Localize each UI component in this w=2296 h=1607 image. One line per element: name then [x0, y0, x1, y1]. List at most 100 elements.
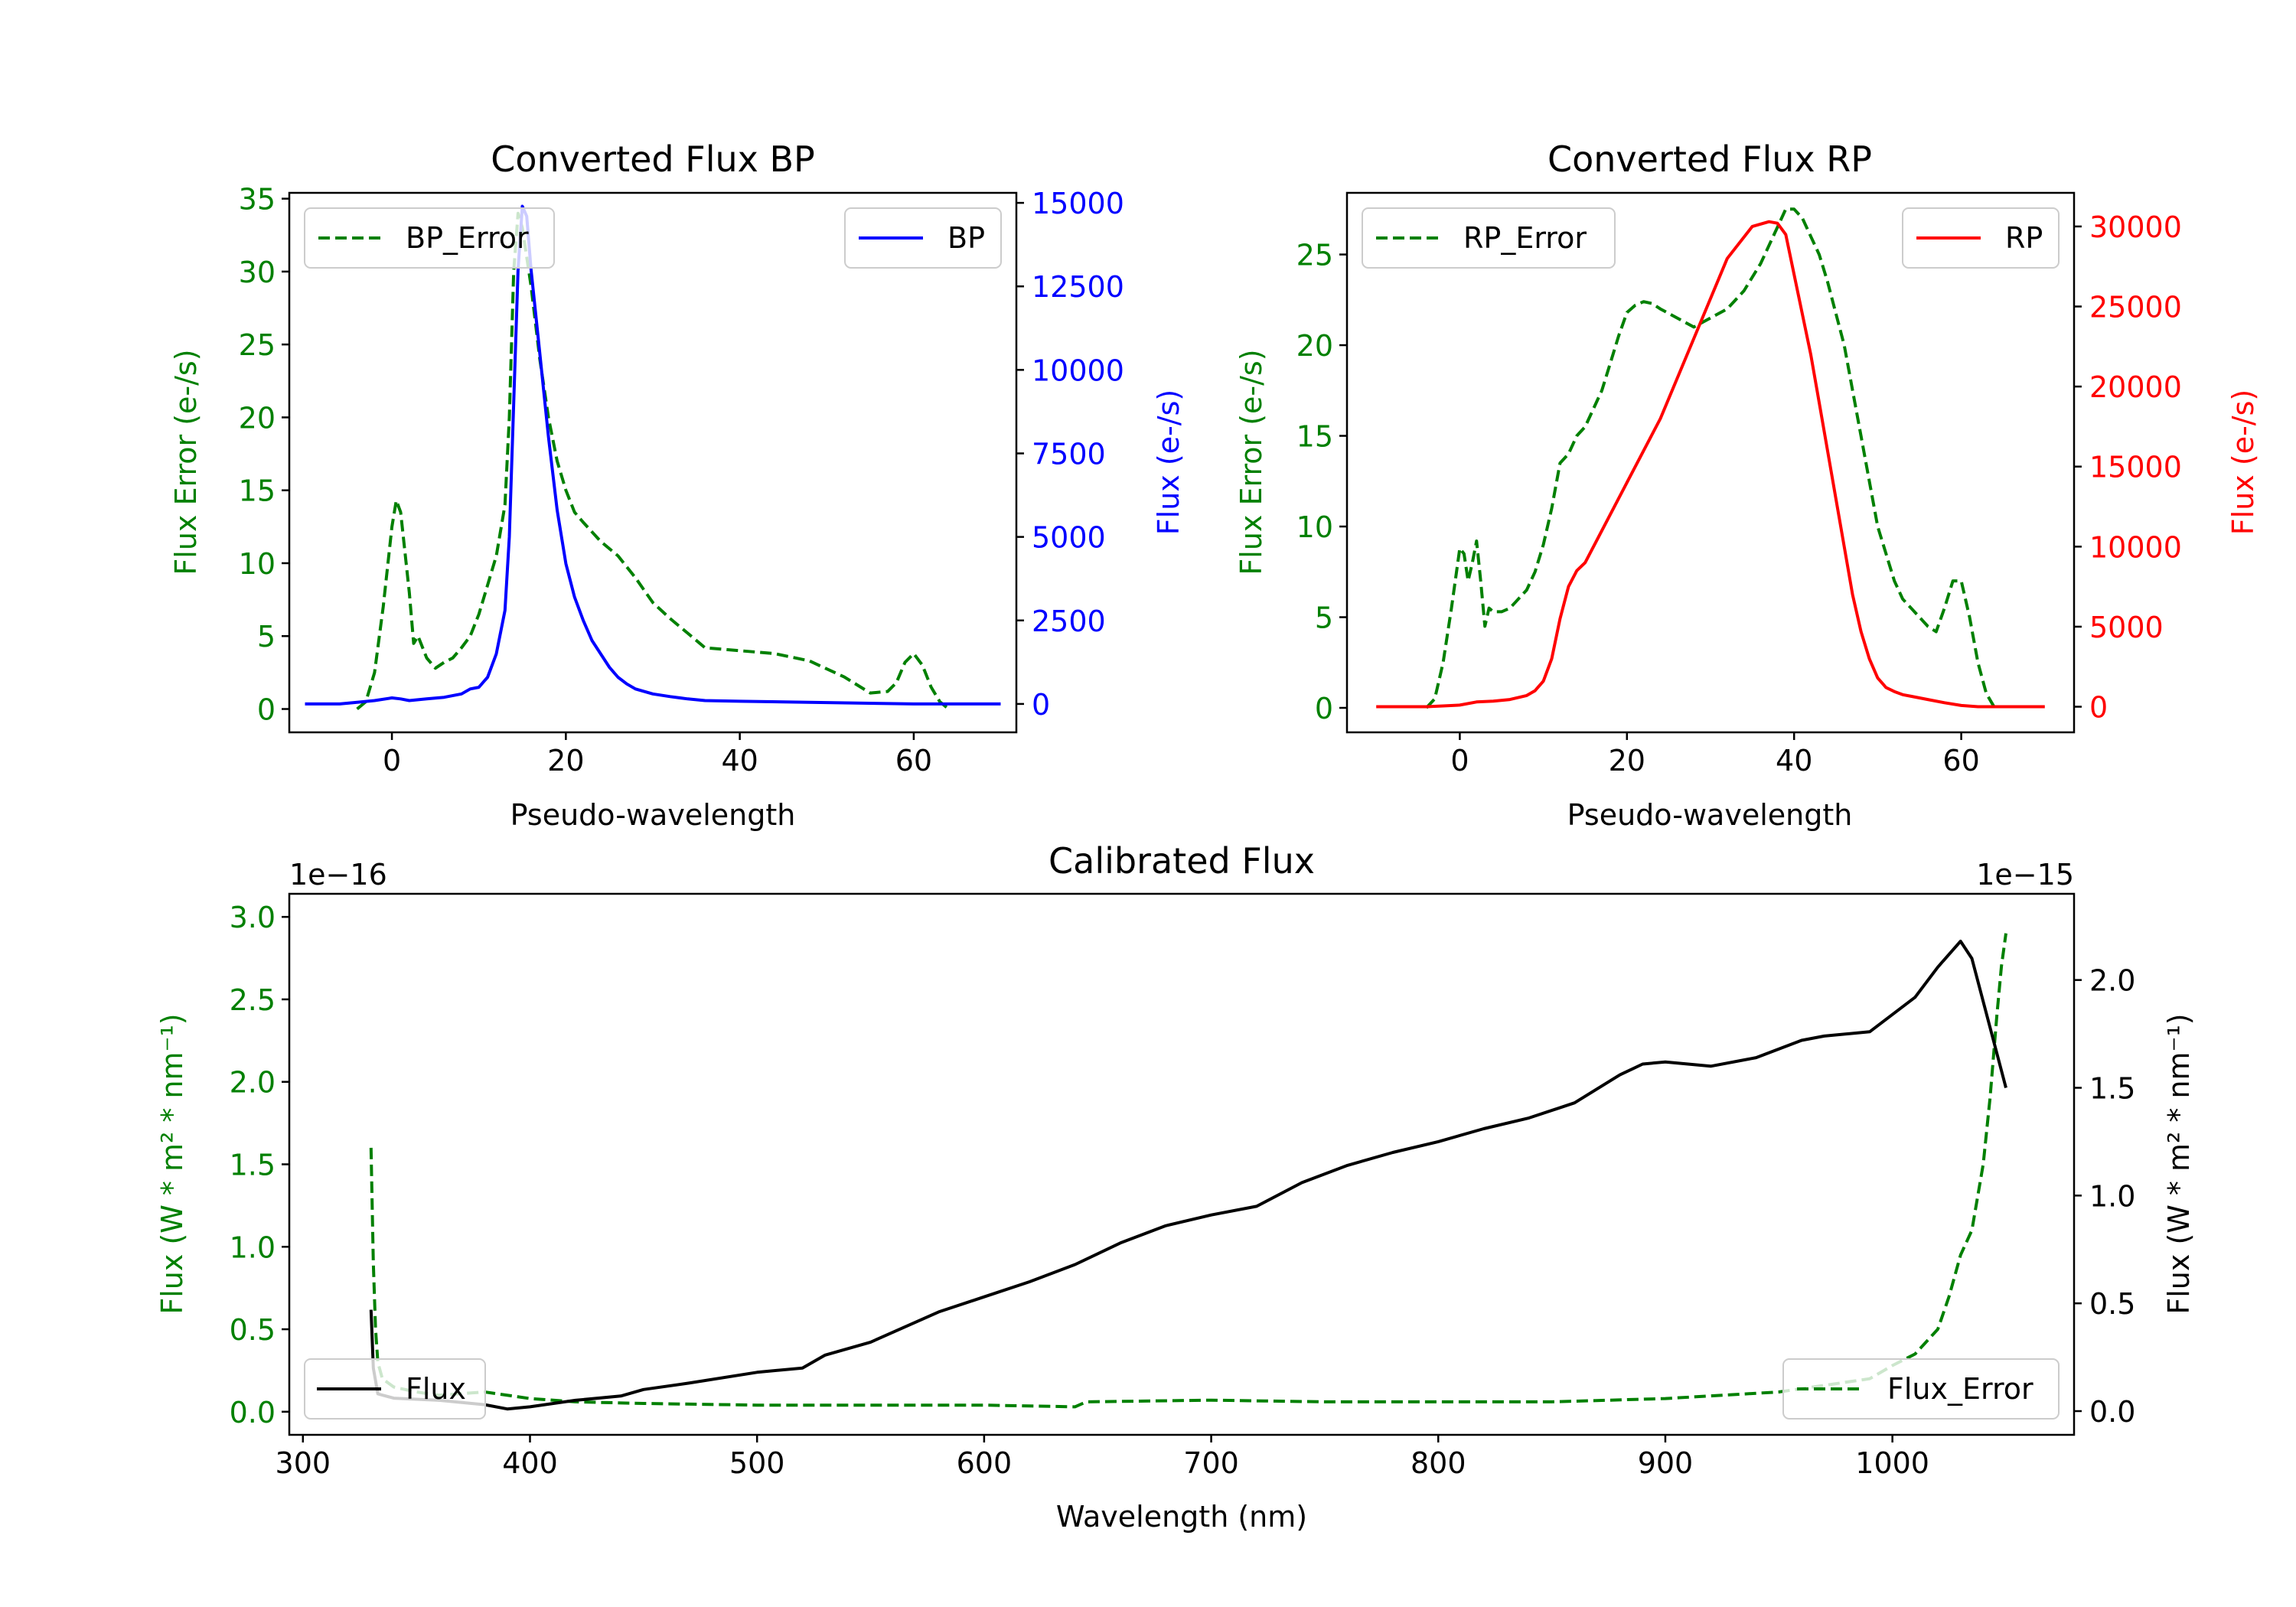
bp-axes-frame	[288, 191, 1018, 734]
bp-series-bp-error-point	[413, 643, 415, 644]
rp-series-rp-error-point	[1810, 236, 1812, 237]
cal-series-flux-error-point	[1665, 1398, 1666, 1400]
cal-series-flux-error-point	[2005, 933, 2007, 934]
bp-series-bp-error-point	[670, 618, 671, 619]
rp-series-rp-error-point	[1902, 598, 1903, 600]
cal-series-flux-error-point	[1989, 1097, 1991, 1099]
rp-series-rp-error-point	[1609, 363, 1611, 364]
bp-series-bp-error-point	[739, 650, 741, 651]
bp-series-bp-point	[504, 610, 506, 611]
rp-series-rp-error-point	[1492, 611, 1494, 612]
cal-right-tick-label: 1.0	[2089, 1179, 2135, 1213]
rp-title: Converted Flux RP	[1548, 139, 1872, 180]
rp-series-rp-error-point	[1727, 308, 1728, 310]
cal-series-flux-point	[530, 1406, 531, 1407]
bp-series-bp-error-point	[469, 635, 471, 637]
bp-right-tick-label: 10000	[1032, 354, 1124, 387]
rp-series-rp-point	[1459, 704, 1460, 706]
rp-series-rp-error-point	[1919, 617, 1920, 618]
bp-series-bp-point	[634, 688, 636, 689]
cal-series-flux-error-point	[1778, 1391, 1779, 1393]
cal-series-flux-point	[1982, 1001, 1984, 1002]
cal-series-flux-point	[1075, 1264, 1076, 1266]
rp-series-rp-point	[1835, 498, 1837, 500]
cal-series-flux-error-point	[375, 1328, 377, 1330]
rp-legend-left: RP_Error	[1362, 207, 1616, 269]
bp-series-bp-point	[600, 653, 602, 654]
bp-right-tick-label: 7500	[1032, 437, 1106, 471]
rp-series-rp-error-point	[1559, 462, 1561, 464]
rp-series-rp-point	[1559, 618, 1561, 620]
rp-series-rp-error-point	[1467, 580, 1469, 582]
cal-series-flux-point	[1347, 1165, 1349, 1166]
cal-series-flux-error-point	[1437, 1401, 1439, 1403]
bp-x-label: Pseudo-wavelength	[510, 798, 796, 832]
cal-x-tick-label: 1000	[1855, 1446, 1929, 1480]
rp-series-rp-point	[1944, 702, 1945, 703]
cal-series-flux-point	[1949, 953, 1950, 955]
rp-series-rp-error-point	[1584, 426, 1586, 428]
rp-series-rp-error-point	[1489, 608, 1490, 609]
bp-series-bp-error-point	[634, 577, 636, 579]
cal-x-tick-label: 500	[729, 1446, 785, 1480]
bp-plot-lines	[305, 204, 1001, 711]
bp-left-tick-label: 20	[239, 401, 276, 435]
rp-series-rp-error-point	[1652, 303, 1653, 305]
rp-series-rp-point	[1768, 221, 1769, 223]
bp-series-bp-error-point	[513, 271, 514, 272]
cal-legend-right: Flux_Error	[1782, 1358, 2060, 1420]
cal-left-tick-label: 2.0	[230, 1066, 276, 1100]
bp-series-bp-point	[670, 696, 671, 697]
rp-series-rp-point	[1375, 706, 1377, 708]
bp-series-bp-point	[704, 700, 706, 702]
rp-series-rp-error-point	[1501, 611, 1502, 612]
rp-series-rp-error-point	[1601, 390, 1603, 391]
bp-series-bp-error-point	[383, 606, 384, 608]
bp-series-bp-error-point	[373, 672, 375, 673]
cal-x-tick-label: 700	[1183, 1446, 1239, 1480]
bp-series-bp-point	[443, 696, 445, 698]
cal-left-tick-label: 0.0	[230, 1396, 276, 1429]
cal-left-ticks: 0.0 0.5 1.0 1.5 2.0 2.5 3.0	[230, 901, 289, 1429]
rp-series-rp-point	[1584, 562, 1586, 563]
cal-series-flux-error-point	[1996, 1015, 1998, 1017]
rp-series-rp-error-point	[1676, 318, 1678, 319]
cal-series-flux-error-point	[1075, 1406, 1076, 1407]
bp-x-ticks: 0 20 40 60	[383, 732, 932, 777]
bp-series-bp-error-point	[774, 653, 775, 654]
cal-series-flux-error-point	[870, 1404, 872, 1406]
rp-series-rp-error-point	[1459, 548, 1460, 549]
cal-right-tick-label: 0.5	[2089, 1287, 2135, 1321]
cal-series-flux-point	[1801, 1040, 1802, 1041]
rp-series-rp-error-point	[1952, 580, 1954, 582]
cal-series-flux-point	[1437, 1141, 1439, 1143]
cal-series-flux-point	[870, 1341, 872, 1343]
rp-series-rp-point	[1902, 694, 1903, 696]
bp-legend-right-label: BP	[947, 221, 985, 255]
bp-series-bp-error-point	[409, 592, 410, 593]
rp-series-rp-point	[1509, 699, 1511, 700]
cal-left-tick-label: 0.5	[230, 1313, 276, 1347]
cal-x-tick-label: 800	[1411, 1446, 1466, 1480]
cal-x-ticks: 300 400 500 600 700 800 900 1000	[276, 1435, 1929, 1480]
cal-series-flux-error-point	[1960, 1254, 1962, 1256]
bp-series-bp-point	[487, 676, 488, 678]
cal-series-flux-error-point	[1085, 1401, 1087, 1403]
cal-series-flux-error-point	[1971, 1230, 1973, 1231]
cal-series-flux-point	[1994, 1044, 1995, 1045]
rp-series-rp-point	[1551, 658, 1553, 660]
cal-series-flux-point	[1483, 1128, 1485, 1129]
rp-right-ticks: 0 5000 10000 15000 20000 25000 30000	[2074, 210, 2182, 725]
rp-series-rp-point	[1852, 594, 1854, 595]
bp-series-bp-point	[556, 510, 558, 511]
rp-series-rp-error-point	[1977, 662, 1978, 663]
rp-series-rp-error-point	[1626, 311, 1628, 313]
rp-x-tick-label: 40	[1776, 744, 1812, 777]
cal-series-flux-error-point	[1324, 1401, 1326, 1403]
rp-series-rp-point	[1818, 402, 1820, 403]
rp-series-rp-point	[1793, 274, 1795, 275]
cal-series-flux-point	[824, 1354, 826, 1356]
rp-right-tick-label: 5000	[2089, 611, 2164, 644]
bp-right-tick-label: 2500	[1032, 605, 1106, 638]
